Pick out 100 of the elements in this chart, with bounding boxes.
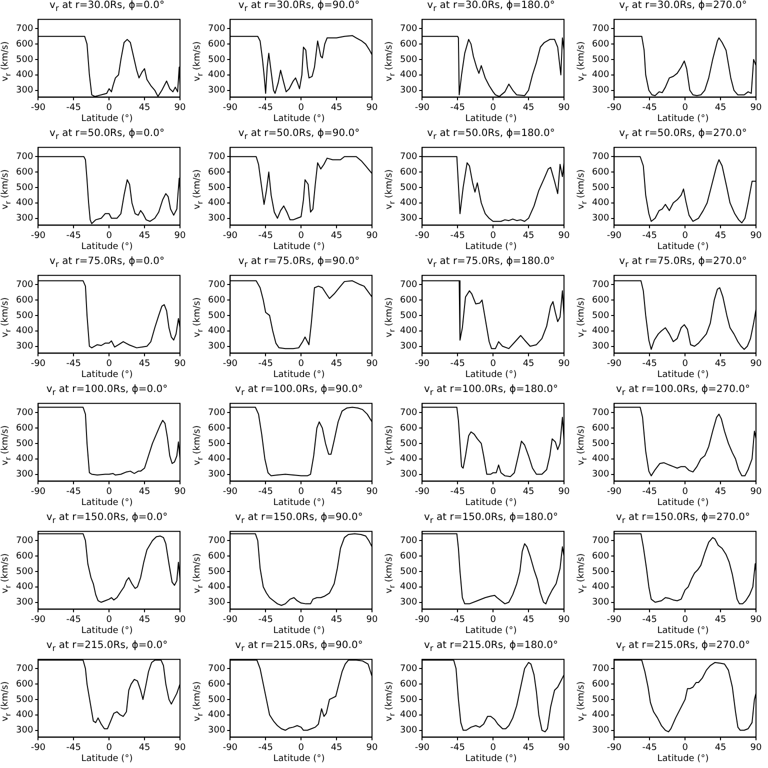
x-tick-label: 90 [174, 358, 186, 369]
y-tick-label: 700 [208, 664, 226, 674]
y-tick-label: 300 [208, 214, 226, 224]
x-tick-label: -45 [258, 102, 273, 113]
x-tick-label: 0 [682, 742, 688, 753]
x-tick-label: 90 [558, 742, 570, 753]
x-tick-label: 0 [490, 102, 496, 113]
y-tick-label: 400 [208, 326, 226, 336]
x-tick-label: 90 [558, 358, 570, 369]
y-tick-label: 400 [400, 70, 418, 80]
y-tick-label: 400 [16, 454, 34, 464]
y-tick-label: 600 [592, 423, 610, 434]
chart-title: v$_{r}$ at r=150.0Rs, ϕ=180.0° [422, 512, 559, 526]
y-tick-label: 400 [592, 70, 610, 80]
y-tick-label: 400 [208, 198, 226, 208]
y-tick-label: 700 [208, 280, 226, 290]
y-tick-label: 300 [400, 214, 418, 224]
y-tick-label: 300 [16, 470, 34, 480]
y-tick-label: 400 [400, 582, 418, 592]
x-tick-label: 45 [714, 614, 726, 625]
y-tick-label: 300 [16, 598, 34, 608]
y-tick-label: 500 [400, 694, 418, 705]
x-tick-label: 45 [138, 358, 150, 369]
x-tick-label: -45 [258, 614, 273, 625]
chart-title: v$_{r}$ at r=100.0Rs, ϕ=180.0° [422, 384, 559, 398]
chart-title: v$_{r}$ at r=50.0Rs, ϕ=180.0° [426, 128, 556, 142]
x-tick-label: -45 [66, 486, 81, 497]
y-tick-label: 400 [400, 454, 418, 464]
x-axis-title: Latitude (°) [464, 754, 518, 765]
x-tick-label: -90 [222, 486, 238, 497]
y-tick-label: 300 [592, 214, 610, 224]
x-axis-title: Latitude (°) [80, 114, 134, 125]
y-tick-label: 300 [400, 86, 418, 96]
y-tick-label: 400 [208, 582, 226, 592]
y-tick-label: 700 [592, 152, 610, 162]
x-tick-label: -90 [222, 230, 238, 241]
y-tick-label: 500 [592, 694, 610, 705]
x-tick-label: 45 [714, 230, 726, 241]
x-tick-label: 0 [490, 358, 496, 369]
x-tick-label: 0 [682, 486, 688, 497]
x-tick-label: -90 [222, 102, 238, 113]
y-tick-label: 700 [208, 152, 226, 162]
y-tick-label: 600 [592, 295, 610, 306]
y-tick-label: 500 [592, 438, 610, 449]
x-tick-label: -90 [30, 358, 46, 369]
chart-title: v$_{r}$ at r=30.0Rs, ϕ=90.0° [237, 0, 361, 14]
y-tick-label: 700 [400, 536, 418, 546]
x-axis-title: Latitude (°) [80, 498, 134, 509]
x-tick-label: -45 [66, 614, 81, 625]
y-tick-label: 600 [16, 679, 34, 690]
y-tick-label: 700 [400, 664, 418, 674]
x-tick-label: 45 [330, 102, 342, 113]
chart-title: v$_{r}$ at r=100.0Rs, ϕ=270.0° [614, 384, 751, 398]
x-tick-label: 45 [330, 614, 342, 625]
y-tick-label: 600 [16, 551, 34, 562]
x-tick-label: 0 [106, 358, 112, 369]
x-axis-title: Latitude (°) [656, 754, 710, 765]
x-tick-label: 0 [298, 742, 304, 753]
x-tick-label: 0 [682, 614, 688, 625]
y-tick-label: 300 [208, 726, 226, 736]
y-tick-label: 600 [16, 167, 34, 178]
x-tick-label: 90 [366, 358, 378, 369]
x-tick-label: 0 [106, 486, 112, 497]
x-axis-title: Latitude (°) [464, 242, 518, 253]
y-tick-label: 500 [400, 438, 418, 449]
y-tick-label: 400 [16, 582, 34, 592]
chart-title: v$_{r}$ at r=215.0Rs, ϕ=180.0° [422, 640, 559, 654]
x-tick-label: -90 [222, 742, 238, 753]
x-axis-title: Latitude (°) [80, 626, 134, 637]
x-axis-title: Latitude (°) [464, 498, 518, 509]
x-tick-label: 0 [298, 102, 304, 113]
y-tick-label: 500 [400, 182, 418, 193]
x-tick-label: 90 [174, 102, 186, 113]
x-tick-label: -90 [222, 614, 238, 625]
x-axis-title: Latitude (°) [464, 114, 518, 125]
x-tick-label: 90 [558, 486, 570, 497]
y-tick-label: 700 [592, 280, 610, 290]
x-tick-label: -45 [642, 358, 657, 369]
y-tick-label: 600 [208, 295, 226, 306]
y-tick-label: 500 [592, 54, 610, 65]
y-tick-label: 300 [208, 598, 226, 608]
x-axis-title: Latitude (°) [464, 626, 518, 637]
y-tick-label: 700 [208, 24, 226, 34]
chart-title: v$_{r}$ at r=150.0Rs, ϕ=270.0° [614, 512, 751, 526]
x-tick-label: -45 [642, 742, 657, 753]
y-tick-label: 300 [208, 86, 226, 96]
x-axis-title: Latitude (°) [656, 114, 710, 125]
y-tick-label: 600 [400, 423, 418, 434]
y-tick-label: 300 [16, 86, 34, 96]
x-tick-label: 90 [750, 358, 762, 369]
y-tick-label: 300 [208, 342, 226, 352]
x-tick-label: 0 [490, 486, 496, 497]
x-tick-label: -90 [606, 614, 622, 625]
y-tick-label: 600 [592, 167, 610, 178]
y-tick-label: 500 [16, 694, 34, 705]
x-tick-label: 90 [174, 742, 186, 753]
chart-title: v$_{r}$ at r=75.0Rs, ϕ=0.0° [48, 256, 166, 270]
y-tick-label: 700 [16, 536, 34, 546]
x-tick-label: 0 [298, 230, 304, 241]
x-tick-label: 90 [366, 742, 378, 753]
